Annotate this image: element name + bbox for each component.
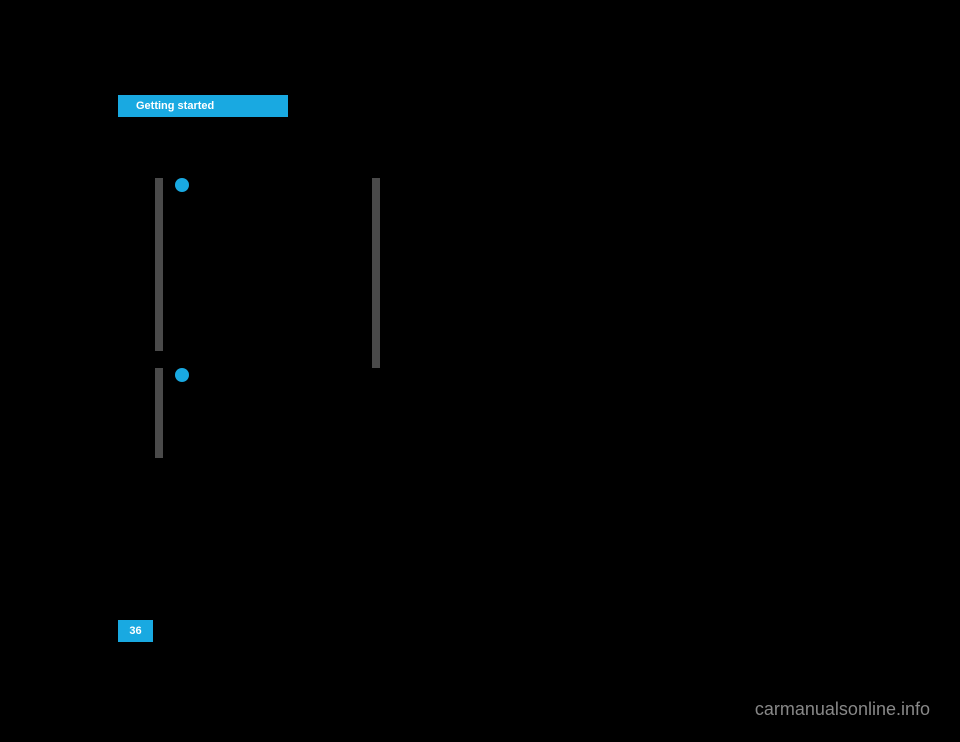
content-sidebar-bar-2 (155, 368, 163, 458)
page-number: 36 (129, 625, 141, 637)
bullet-icon-1 (175, 178, 189, 192)
content-sidebar-bar-1 (155, 178, 163, 351)
watermark-text: carmanualsonline.info (755, 699, 930, 720)
header-tab: Getting started (118, 95, 288, 117)
page-container: Getting started 36 carmanualsonline.info (0, 0, 960, 742)
content-sidebar-bar-3 (372, 178, 380, 368)
bullet-icon-2 (175, 368, 189, 382)
page-number-box: 36 (118, 620, 153, 642)
header-tab-label: Getting started (136, 100, 214, 112)
